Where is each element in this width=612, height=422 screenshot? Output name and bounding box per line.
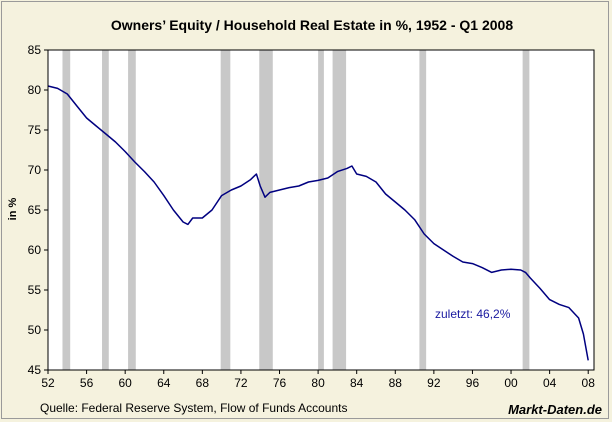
x-tick-label: 60 (118, 376, 132, 390)
x-tick-label: 56 (80, 376, 94, 390)
y-tick-label: 70 (28, 163, 42, 177)
y-tick-label: 60 (28, 243, 42, 257)
y-axis: 45 50 55 60 65 70 75 80 85 (28, 43, 48, 377)
y-tick-label: 75 (28, 123, 42, 137)
x-tick-label: 92 (427, 376, 441, 390)
y-tick-label: 80 (28, 83, 42, 97)
recession-band-0 (62, 50, 71, 370)
recession-band-8 (522, 50, 530, 370)
recession-band-2 (128, 50, 136, 370)
recession-band-7 (419, 50, 427, 370)
y-tick-label: 65 (28, 203, 42, 217)
x-tick-label: 00 (504, 376, 518, 390)
recession-band-3 (220, 50, 231, 370)
y-tick-label: 85 (28, 43, 42, 57)
x-tick-label: 80 (311, 376, 325, 390)
last-value-annotation: zuletzt: 46,2% (435, 307, 511, 321)
recession-band-5 (318, 50, 324, 370)
y-axis-label: in % (7, 197, 19, 220)
brand-logo: Markt-Daten.de (508, 402, 602, 417)
x-tick-label: 08 (582, 376, 596, 390)
x-tick-label: 64 (157, 376, 171, 390)
x-axis: 52 56 60 64 68 72 76 80 84 88 92 96 00 04 08 (41, 370, 595, 390)
x-tick-label: 68 (196, 376, 210, 390)
x-tick-label: 52 (41, 376, 55, 390)
series-line (47, 85, 589, 361)
x-tick-label: 76 (273, 376, 287, 390)
x-tick-label: 04 (543, 376, 557, 390)
plot-area: 45 50 55 60 65 70 75 80 85 52 56 60 64 68 72 76 80 84 88 9… (28, 43, 596, 390)
recession-band-4 (259, 50, 273, 370)
x-tick-label: 96 (466, 376, 480, 390)
y-tick-label: 45 (28, 363, 42, 377)
recession-band-1 (102, 50, 109, 370)
source-note: Quelle: Federal Reserve System, Flow of … (40, 401, 347, 415)
x-tick-label: 88 (389, 376, 403, 390)
y-tick-label: 50 (28, 323, 42, 337)
chart-title: Owners’ Equity / Household Real Estate i… (111, 17, 513, 33)
y-tick-label: 55 (28, 283, 42, 297)
recession-bands (62, 50, 530, 370)
x-tick-label: 72 (234, 376, 248, 390)
x-tick-label: 84 (350, 376, 364, 390)
recession-band-6 (332, 50, 347, 370)
